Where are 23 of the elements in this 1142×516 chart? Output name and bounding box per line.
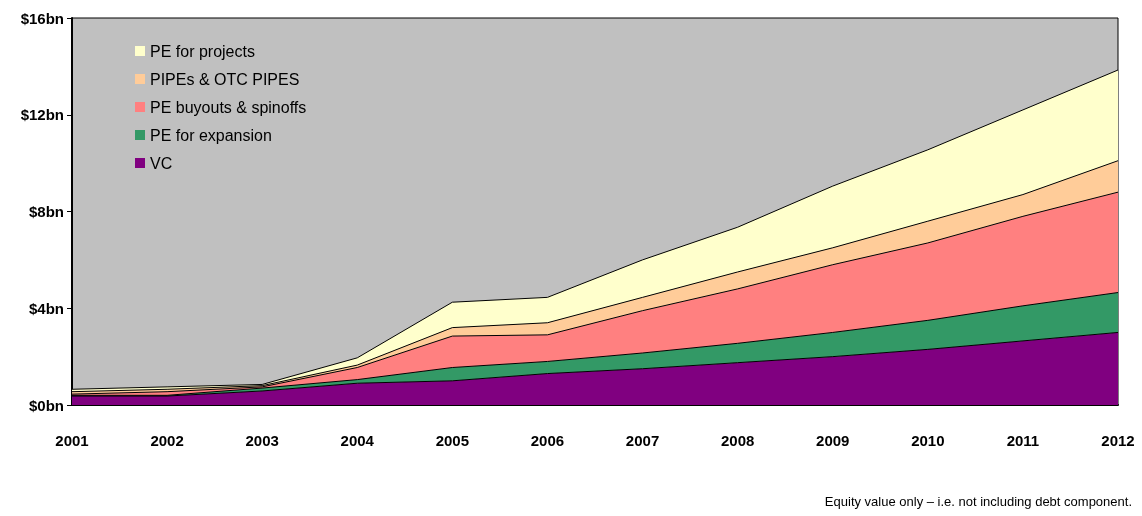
y-tick-label: $4bn <box>28 299 64 317</box>
x-tick-label: 2004 <box>340 432 375 449</box>
x-tick-label: 2006 <box>530 432 565 449</box>
x-tick-label: 2011 <box>1006 432 1040 449</box>
legend-label: VC <box>150 154 173 172</box>
legend-label: PE buyouts & spinoffs <box>150 98 307 116</box>
x-tick-label: 2001 <box>55 432 89 449</box>
x-tick-label: 2010 <box>911 432 945 449</box>
legend-label: PE for expansion <box>150 126 272 144</box>
x-tick-label: 2012 <box>1101 432 1135 449</box>
x-tick-label: 2008 <box>720 432 755 449</box>
x-tick-label: 2009 <box>816 432 850 449</box>
y-tick-label: $12bn <box>20 106 64 124</box>
y-tick-label: $8bn <box>28 203 64 220</box>
x-tick-label: 2007 <box>625 432 660 449</box>
y-tick-label: $0bn <box>28 396 64 414</box>
y-tick-label: $16bn <box>20 9 64 27</box>
legend-label: PIPEs & OTC PIPES <box>150 70 300 88</box>
legend-label: PE for projects <box>150 42 255 60</box>
x-tick-label: 2005 <box>435 432 470 449</box>
text: Equity value only – i.e. not including debt component. <box>824 494 1133 509</box>
x-tick-label: 2003 <box>245 432 279 449</box>
x-tick-label: 2002 <box>150 432 184 449</box>
